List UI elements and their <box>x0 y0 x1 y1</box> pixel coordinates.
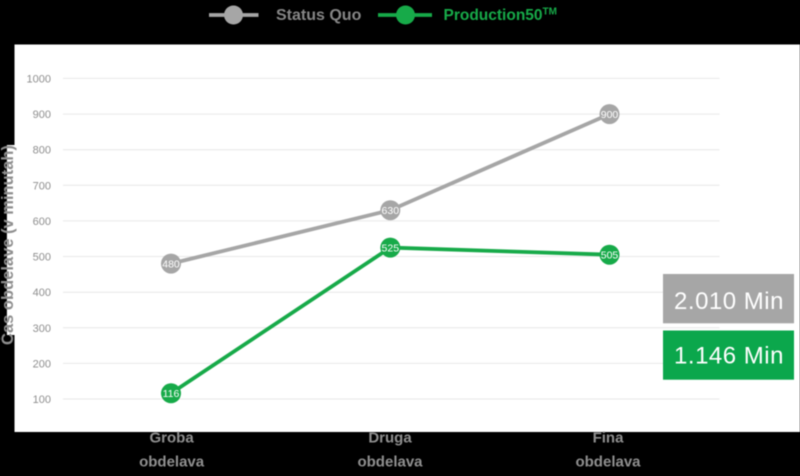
svg-text:Fina: Fina <box>593 430 624 447</box>
svg-text:525: 525 <box>382 243 400 255</box>
svg-text:300: 300 <box>33 323 51 335</box>
svg-text:900: 900 <box>601 109 619 121</box>
svg-text:505: 505 <box>601 250 619 262</box>
svg-text:200: 200 <box>33 358 51 370</box>
svg-text:630: 630 <box>382 205 400 217</box>
svg-text:480: 480 <box>162 259 180 271</box>
svg-text:400: 400 <box>33 287 51 299</box>
svg-text:2.010 Min: 2.010 Min <box>674 288 784 315</box>
svg-text:900: 900 <box>33 109 51 121</box>
svg-text:Status Quo: Status Quo <box>276 7 362 24</box>
svg-text:Production50TM: Production50TM <box>444 7 558 25</box>
svg-text:1000: 1000 <box>27 73 51 85</box>
svg-text:500: 500 <box>33 252 51 264</box>
svg-text:600: 600 <box>33 216 51 228</box>
svg-text:100: 100 <box>33 394 51 406</box>
svg-text:116: 116 <box>163 388 180 400</box>
svg-text:Čas obdelave (v minutah): Čas obdelave (v minutah) <box>0 145 17 345</box>
svg-text:800: 800 <box>33 145 51 157</box>
svg-text:Druga: Druga <box>368 430 412 447</box>
svg-text:700: 700 <box>33 180 51 192</box>
svg-text:Groba: Groba <box>150 430 195 447</box>
svg-text:obdelava: obdelava <box>575 454 641 471</box>
svg-text:obdelava: obdelava <box>139 454 205 471</box>
svg-text:obdelava: obdelava <box>357 454 423 471</box>
svg-text:1.146 Min: 1.146 Min <box>674 343 784 370</box>
